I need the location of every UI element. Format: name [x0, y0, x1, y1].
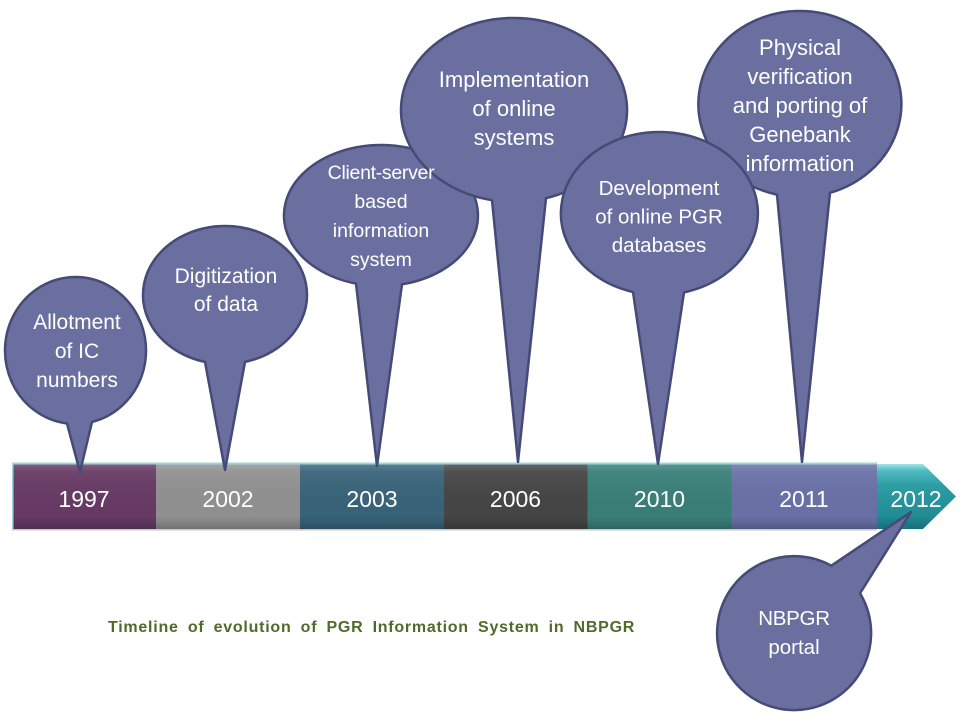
svg-text:portal: portal	[768, 636, 819, 659]
svg-text:of online PGR: of online PGR	[595, 206, 723, 229]
svg-text:Timeline of evolution of PGR I: Timeline of evolution of PGR Information…	[108, 619, 635, 636]
svg-text:1997: 1997	[58, 486, 109, 512]
svg-text:NBPGR: NBPGR	[758, 607, 829, 630]
svg-text:Allotment: Allotment	[33, 311, 121, 334]
svg-text:Physical: Physical	[759, 35, 841, 60]
svg-text:of data: of data	[194, 293, 259, 316]
svg-text:numbers: numbers	[36, 369, 118, 392]
svg-text:Digitization: Digitization	[175, 265, 278, 288]
svg-text:Genebank: Genebank	[749, 122, 852, 147]
svg-text:2012: 2012	[890, 486, 941, 512]
svg-text:databases: databases	[612, 234, 707, 257]
svg-text:systems: systems	[474, 125, 555, 150]
svg-text:2010: 2010	[634, 486, 685, 512]
svg-text:and porting of: and porting of	[733, 93, 868, 118]
svg-text:system: system	[350, 249, 412, 271]
svg-text:based: based	[354, 191, 407, 213]
svg-text:2006: 2006	[490, 486, 541, 512]
svg-text:of IC: of IC	[55, 340, 99, 363]
svg-text:2002: 2002	[202, 486, 253, 512]
svg-text:Development: Development	[599, 177, 720, 200]
svg-text:information: information	[333, 220, 429, 242]
svg-text:information: information	[746, 151, 855, 176]
svg-text:2011: 2011	[779, 486, 828, 512]
svg-text:2003: 2003	[346, 486, 397, 512]
svg-text:Implementation: Implementation	[439, 67, 589, 92]
svg-text:of online: of online	[472, 96, 555, 121]
svg-text:verification: verification	[747, 64, 852, 89]
svg-text:Client-server: Client-server	[328, 162, 435, 184]
